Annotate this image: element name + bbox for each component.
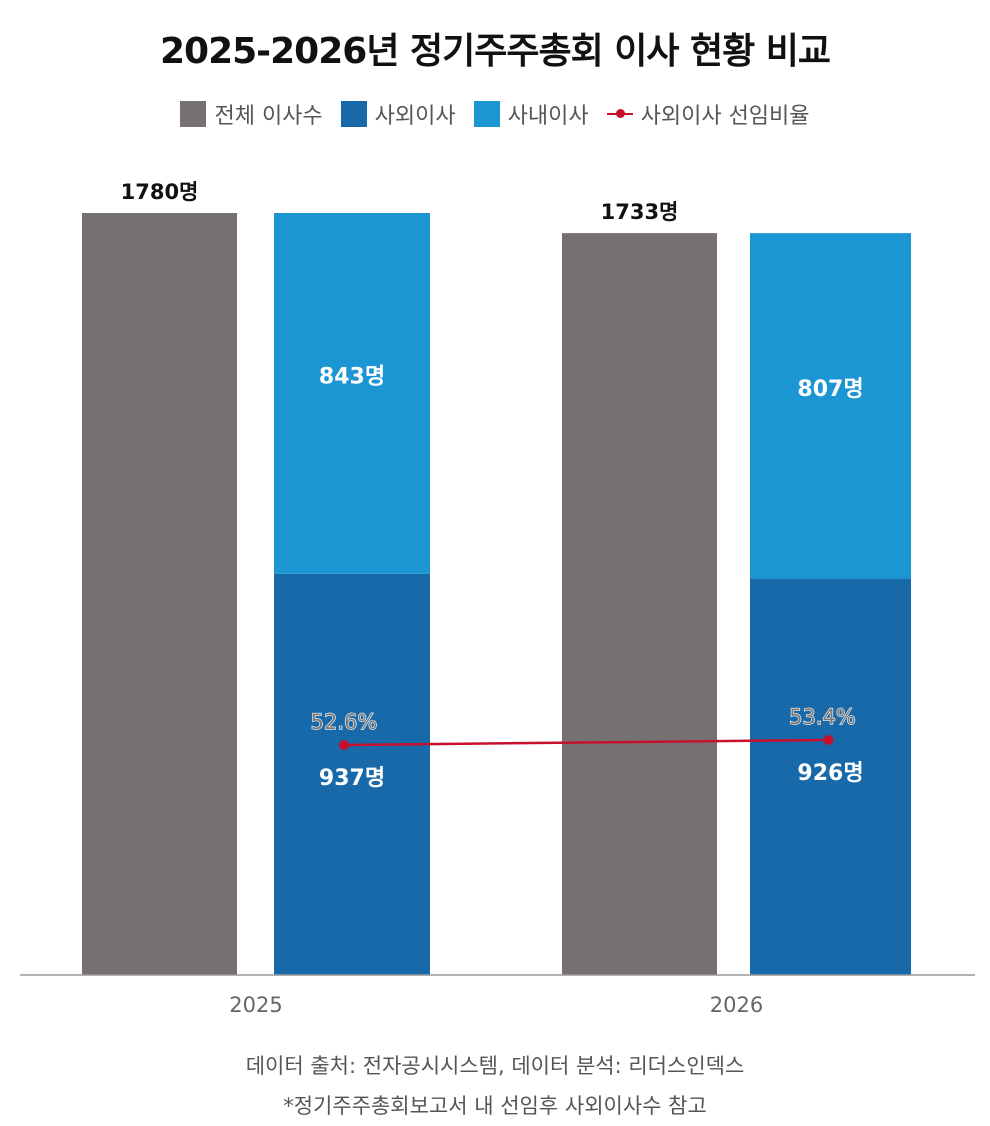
chart-title: 2025-2026년 정기주주총회 이사 현황 비교 (159, 31, 831, 72)
bar-outside-directors (274, 573, 430, 975)
legend-item-total: 전체 이사수 (180, 98, 323, 130)
legend-label: 사외이사 (374, 104, 456, 129)
legend-line-marker (606, 101, 633, 127)
legend-item-inside: 사내이사 (473, 98, 589, 130)
legend-item-outside: 사외이사 (340, 98, 456, 130)
label-outside: 926명 (797, 761, 863, 786)
label-outside: 937명 (319, 766, 385, 791)
ratio-point (823, 735, 834, 745)
x-tick-label: 2025 (229, 993, 282, 1017)
legend-label: 전체 이사수 (214, 104, 323, 129)
legend-swatch (180, 101, 207, 127)
label-total: 1733명 (601, 200, 679, 224)
footnote-source: 데이터 출처: 전자공시시스템, 데이터 분석: 리더스인덱스 (245, 1054, 745, 1078)
bar-outside-directors (750, 578, 911, 975)
legend: 전체 이사수 사외이사 사내이사 사외이사 선임비율 (0, 98, 990, 130)
footnote-note: *정기주주총회보고서 내 선임후 사외이사수 참고 (283, 1094, 707, 1118)
label-total: 1780명 (121, 180, 199, 204)
legend-label: 사외이사 선임비율 (640, 104, 810, 129)
legend-swatch (340, 101, 367, 127)
legend-label: 사내이사 (507, 104, 589, 129)
bar-total (82, 213, 237, 975)
x-tick-label: 2026 (710, 993, 763, 1017)
bar-inside-directors (750, 233, 911, 579)
bar-total (562, 233, 717, 975)
ratio-point (339, 740, 349, 750)
label-ratio: 52.6% (311, 710, 378, 734)
ratio-line (343, 738, 829, 747)
label-ratio: 53.4% (789, 705, 856, 729)
bar-inside-directors (274, 213, 430, 574)
label-inside: 843명 (319, 364, 385, 389)
legend-item-ratio: 사외이사 선임비율 (606, 98, 810, 130)
label-inside: 807명 (797, 377, 863, 402)
legend-swatch (473, 101, 500, 127)
